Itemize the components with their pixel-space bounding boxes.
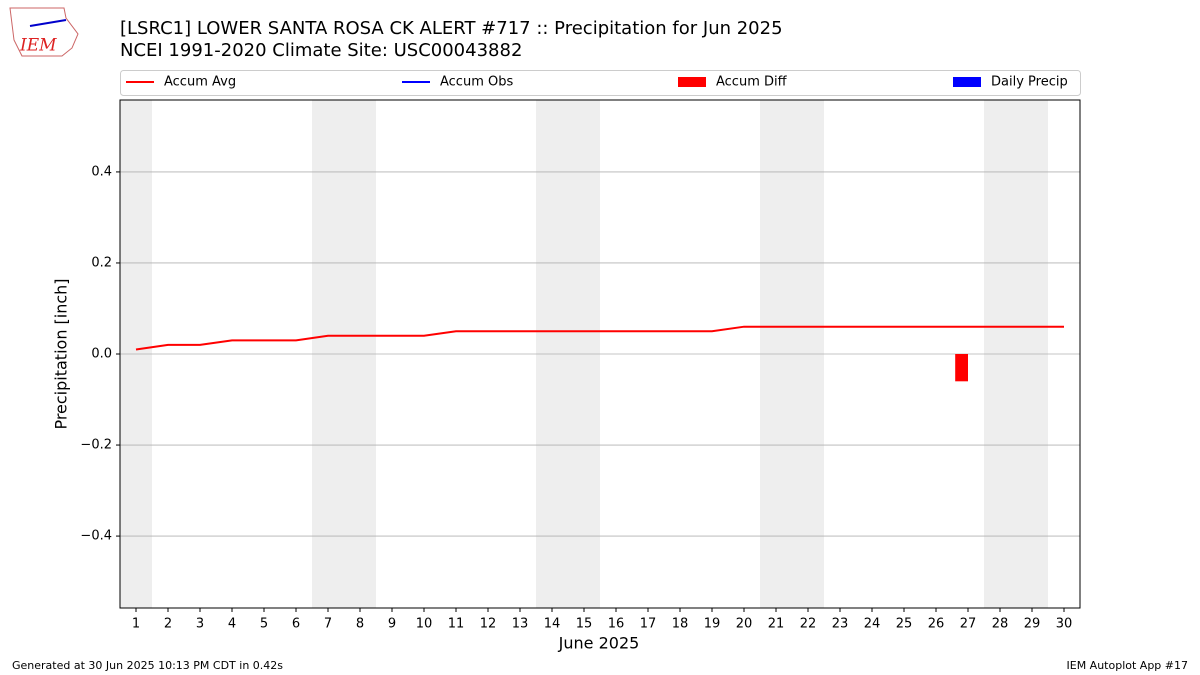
x-tick-label: 25 [896, 617, 913, 632]
line [135, 325, 1064, 351]
x-tick-label: 1 [132, 617, 140, 632]
x-tick-label: 19 [704, 617, 721, 632]
x-tick-label: 6 [292, 617, 300, 632]
x-tick-label: 7 [324, 617, 332, 632]
bar [955, 354, 968, 382]
x-tick-label: 30 [1056, 617, 1073, 632]
y-tick-label: 0.2 [91, 255, 112, 270]
x-tick-label: 29 [1024, 617, 1041, 632]
footer-right: IEM Autoplot App #17 [1067, 659, 1189, 672]
y-tick-label: −0.4 [80, 529, 112, 544]
x-tick-label: 17 [640, 617, 657, 632]
chart-title: [LSRC1] LOWER SANTA ROSA CK ALERT #717 :… [120, 18, 783, 39]
legend-label: Accum Diff [716, 75, 788, 90]
x-axis-label: June 2025 [558, 634, 640, 653]
y-axis-label: Precipitation [inch] [52, 278, 71, 429]
x-tick-label: 5 [260, 617, 268, 632]
legend-label: Daily Precip [991, 75, 1068, 90]
legend [120, 70, 1081, 96]
x-tick-label: 15 [576, 617, 593, 632]
logo: IEM [9, 7, 79, 57]
x-tick-label: 27 [960, 617, 977, 632]
x-tick-label: 24 [864, 617, 881, 632]
x-tick-label: 13 [512, 617, 529, 632]
x-tick-label: 2 [164, 617, 172, 632]
x-tick-label: 9 [388, 617, 396, 632]
y-tick-label: 0.4 [91, 164, 112, 179]
x-tick-label: 28 [992, 617, 1009, 632]
x-tick-label: 8 [356, 617, 364, 632]
logo-line [29, 19, 67, 27]
legend-swatch [953, 77, 981, 87]
x-tick-label: 16 [608, 617, 625, 632]
y-tick-label: −0.2 [80, 438, 112, 453]
x-tick-label: 26 [928, 617, 945, 632]
chart-subtitle: NCEI 1991-2020 Climate Site: USC00043882 [120, 40, 522, 61]
x-tick-label: 22 [800, 617, 817, 632]
x-tick-label: 20 [736, 617, 753, 632]
y-tick-label: 0.0 [91, 347, 112, 362]
x-tick-label: 18 [672, 617, 689, 632]
x-tick-label: 10 [416, 617, 433, 632]
logo-text: IEM [19, 36, 57, 56]
legend-label: Accum Avg [164, 75, 236, 90]
x-tick-label: 3 [196, 617, 204, 632]
x-tick-label: 21 [768, 617, 785, 632]
plot-frame [119, 99, 1081, 609]
legend-swatch [678, 77, 706, 87]
legend-label: Accum Obs [440, 75, 513, 90]
footer-left: Generated at 30 Jun 2025 10:13 PM CDT in… [12, 659, 283, 672]
x-tick-label: 12 [480, 617, 497, 632]
x-tick-label: 14 [544, 617, 561, 632]
x-tick-label: 4 [228, 617, 236, 632]
x-tick-label: 11 [448, 617, 465, 632]
x-tick-label: 23 [832, 617, 849, 632]
